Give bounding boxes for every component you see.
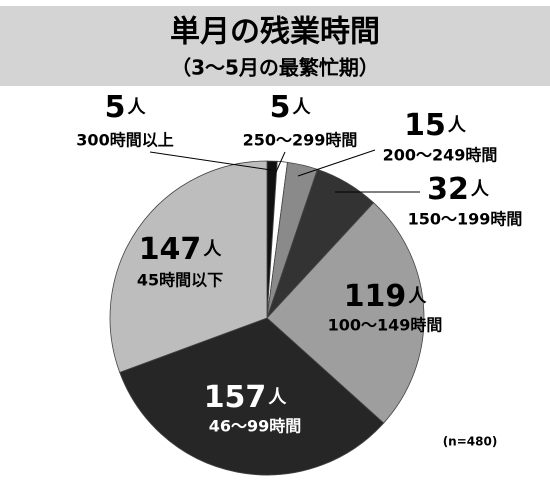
value-label: 15 人 — [404, 108, 467, 143]
value-label: 157 人 — [204, 380, 288, 415]
value-number: 5 — [270, 90, 291, 125]
leader-line — [297, 149, 376, 177]
value-number: 15 — [404, 108, 446, 143]
title-band — [0, 6, 550, 86]
value-label: 147 人 — [139, 232, 223, 267]
value-unit: 人 — [268, 387, 287, 408]
value-unit: 人 — [203, 239, 222, 260]
pie-slice — [119, 317, 385, 476]
value-unit: 人 — [448, 115, 467, 136]
category-label: 45時間以下 — [137, 271, 223, 290]
category-label: 200〜249時間 — [383, 146, 498, 165]
sample-note: (n=480) — [443, 435, 498, 449]
category-label: 46〜99時間 — [209, 417, 302, 436]
leader-line — [149, 151, 272, 171]
category-label: 150〜199時間 — [408, 210, 523, 229]
value-number: 147 — [139, 232, 202, 267]
chart-subtitle: （3〜5月の最繁忙期） — [171, 56, 379, 80]
category-label: 300時間以上 — [76, 131, 173, 150]
category-label: 250〜299時間 — [243, 131, 358, 150]
leader-line — [275, 151, 286, 173]
value-number: 157 — [204, 380, 267, 415]
value-label: 32 人 — [427, 172, 490, 207]
value-number: 119 — [344, 279, 407, 314]
value-label: 119 人 — [344, 279, 428, 314]
value-unit: 人 — [408, 286, 427, 307]
value-unit: 人 — [127, 97, 146, 118]
category-label: 100〜149時間 — [328, 316, 443, 335]
value-number: 32 — [427, 172, 469, 207]
pie-slice — [266, 202, 425, 424]
value-unit: 人 — [292, 97, 311, 118]
pie-slice — [109, 160, 268, 373]
value-unit: 人 — [471, 179, 490, 200]
value-number: 5 — [105, 90, 126, 125]
chart-title: 単月の残業時間 — [170, 15, 380, 50]
